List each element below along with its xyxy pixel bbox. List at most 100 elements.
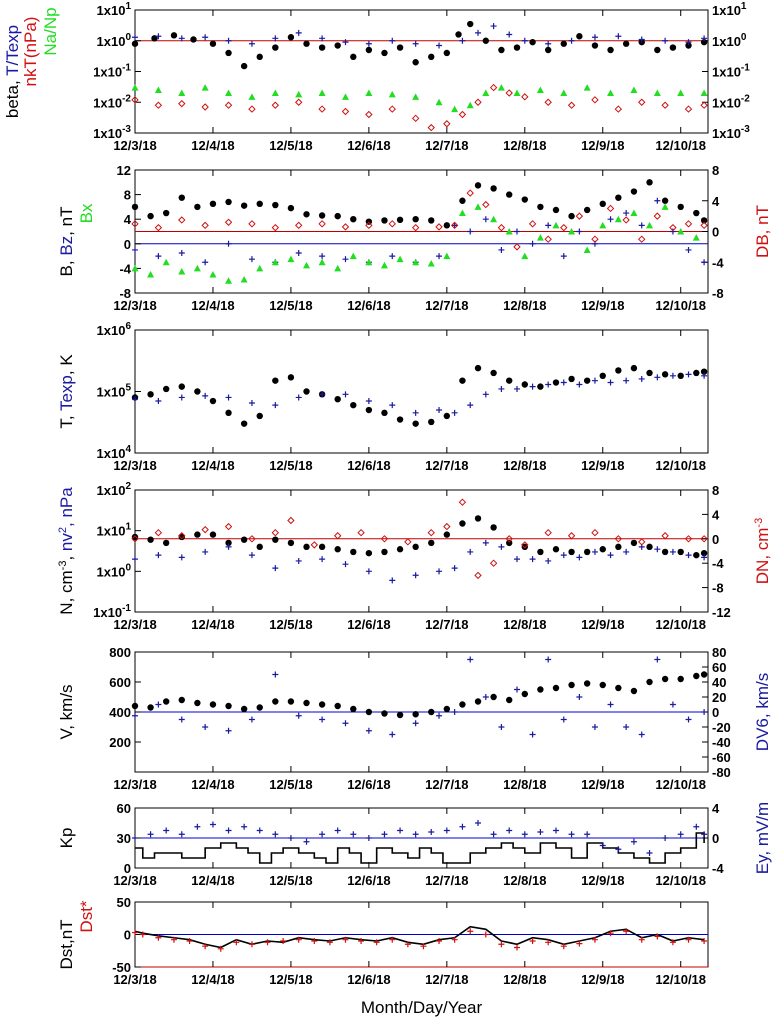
bx-point <box>131 264 139 272</box>
dv6-point <box>451 709 458 715</box>
n-point <box>350 548 357 556</box>
t-point <box>178 383 185 390</box>
bx-point <box>661 203 669 210</box>
b-point <box>256 200 263 208</box>
na-np-point <box>225 89 233 96</box>
panel-beta: 1x10-3 1x10-3 1x10-2 1x10-2 1x10-1 1x10-1 1x10… <box>93 1 750 153</box>
dv6-point <box>514 686 520 693</box>
dst--point <box>420 943 427 950</box>
ey-point <box>194 823 201 830</box>
nv2-point <box>202 548 209 555</box>
x-tick-label: 12/5/18 <box>269 458 312 473</box>
bx-point <box>225 277 233 284</box>
na-np-point <box>466 101 474 109</box>
t-texp-point <box>568 37 575 44</box>
b-point <box>506 191 513 198</box>
dn-point <box>521 541 529 549</box>
ey-point <box>693 823 700 830</box>
x-tick-label: 12/3/18 <box>113 458 156 473</box>
nv2-point <box>701 554 708 561</box>
texp-point <box>654 374 661 381</box>
ey-point <box>584 831 591 838</box>
beta-point <box>654 46 661 54</box>
bx-point <box>193 264 201 272</box>
x-tick-label: 12/10/18 <box>655 138 706 153</box>
dv6-point <box>202 724 209 730</box>
dn-point <box>661 532 669 540</box>
db-point <box>411 223 420 232</box>
dst--point <box>217 945 224 952</box>
t-point <box>661 371 669 378</box>
y-tick-label: 0 <box>124 861 131 876</box>
texp-point <box>295 394 302 401</box>
series-bx <box>131 203 700 284</box>
db-point <box>388 220 396 228</box>
nkt-npa--point <box>544 98 552 106</box>
bx-point <box>256 264 264 272</box>
nkt-npa--point <box>178 99 186 108</box>
y-tick-label: 0 <box>124 237 131 252</box>
texp-point <box>225 394 232 401</box>
t-point <box>693 369 700 377</box>
y-tick-label: 1x10-1 <box>93 63 131 80</box>
nkt-npa--point <box>489 83 498 92</box>
y-tick-label: 1x10-1 <box>93 603 131 620</box>
v-point <box>537 686 544 693</box>
nv2-point <box>342 561 349 568</box>
b-point <box>350 216 357 223</box>
ey-point <box>256 827 263 834</box>
y2-tick-label: 40 <box>712 675 726 690</box>
db-point <box>450 221 459 230</box>
y2-tick-label: 80 <box>712 645 726 660</box>
texp-point <box>701 372 708 379</box>
t-point <box>599 372 606 380</box>
nv2-point <box>498 543 505 550</box>
dn-point <box>310 541 319 549</box>
db-point <box>544 235 552 243</box>
ey-point <box>506 827 513 834</box>
n-point <box>646 543 653 551</box>
beta-point <box>412 59 419 66</box>
ey-point <box>209 821 216 828</box>
b-point <box>396 216 404 224</box>
nv2-point <box>178 554 185 561</box>
panel-t: 1x104 1x105 1x106 12/3/18 12/4/18 12/5/18 12/6… <box>97 321 709 473</box>
bx-point <box>692 234 700 241</box>
x-tick-label: 12/10/18 <box>655 298 706 313</box>
b-point <box>693 209 700 217</box>
x-tick-label: 12/9/18 <box>581 873 624 888</box>
b-point <box>661 197 669 204</box>
v-point <box>599 681 606 689</box>
dv6-point <box>638 731 645 738</box>
dst--point <box>436 938 443 944</box>
x-tick-label: 12/10/18 <box>655 777 706 792</box>
ey-point <box>662 835 669 841</box>
dv6-point <box>319 716 326 723</box>
bx-point <box>287 255 295 263</box>
t-point <box>459 377 466 384</box>
beta-point <box>669 44 677 51</box>
panel-n: 1x10-1 1x100 1x101 1x102 -12 -8 -4 0 4 8 12/3/18 12… <box>93 481 731 632</box>
db-point <box>466 189 474 197</box>
dn-point <box>567 532 576 540</box>
texp-point <box>342 391 349 398</box>
dv6-point <box>389 731 396 738</box>
dst--point <box>545 939 552 946</box>
bx-point <box>318 258 326 266</box>
b-point <box>646 179 653 186</box>
texp-point <box>132 396 138 403</box>
y2-tick-label: -20 <box>712 720 731 735</box>
x-tick-label: 12/9/18 <box>581 617 624 632</box>
na-np-point <box>435 98 443 106</box>
nv2-point <box>529 556 536 563</box>
n-point <box>303 543 310 551</box>
b-point <box>490 185 497 192</box>
na-np-point <box>482 89 490 96</box>
v-point <box>677 675 684 683</box>
beta-point <box>334 42 341 49</box>
nkt-npa--point <box>365 110 373 119</box>
v-point <box>381 710 388 717</box>
beta-point <box>607 46 614 54</box>
bx-point <box>396 255 404 263</box>
dst--point <box>451 936 458 943</box>
